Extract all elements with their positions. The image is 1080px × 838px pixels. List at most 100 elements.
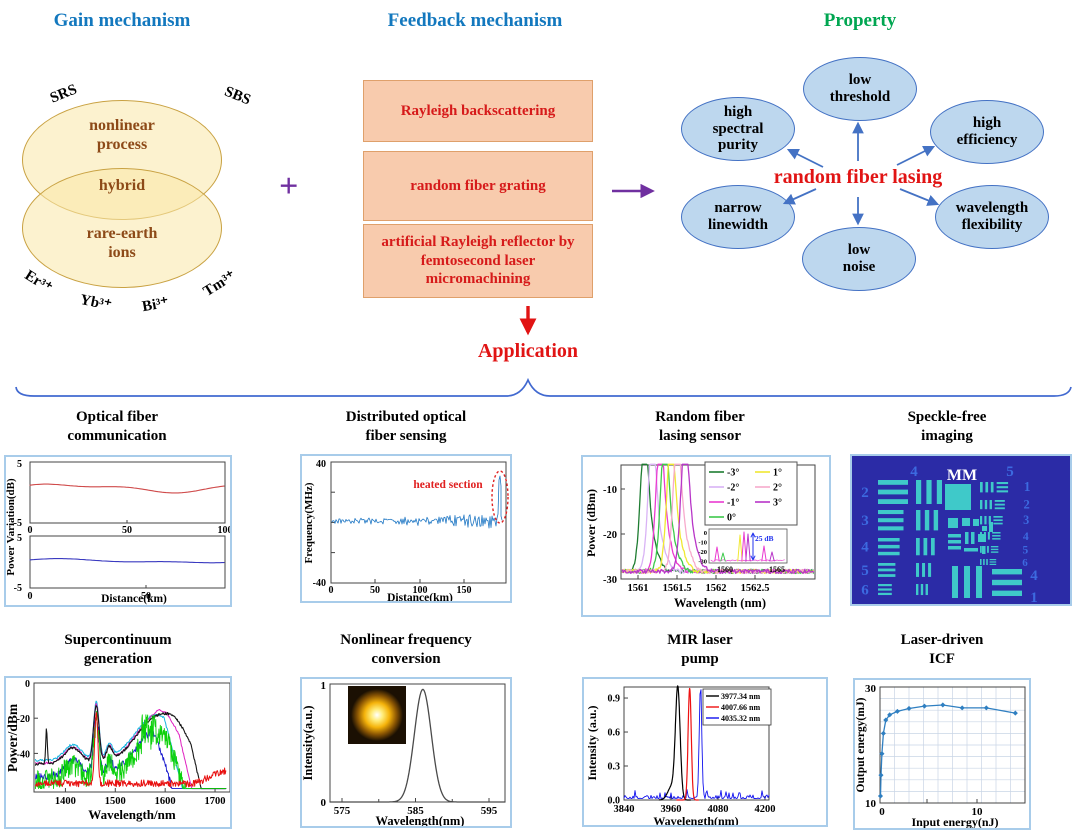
inset-y-tick: -20 [698, 549, 707, 556]
bar [923, 538, 928, 556]
x-tick: 0 [28, 525, 33, 536]
black-trace [34, 705, 227, 790]
bar [992, 538, 1001, 540]
data-marker [959, 705, 965, 711]
inset-peak [741, 531, 747, 562]
bar [989, 522, 993, 532]
y-axis-title: Power/dBm [6, 703, 20, 772]
y-axis-title: Power Variation(dB) [6, 478, 17, 576]
bar [948, 518, 958, 528]
inset-peak [745, 533, 751, 562]
bar [878, 480, 908, 485]
legend-label: 1° [773, 468, 782, 479]
bar [971, 532, 975, 544]
black-series [658, 685, 692, 801]
random-fiber-lasing-sensor-chart: -10 -20 -30 1561 1561.5 1562 1562.5 Wavelength … [584, 461, 816, 610]
y-tick: -5 [14, 583, 22, 594]
bar [878, 551, 900, 556]
bar [936, 480, 942, 504]
panel-distributed-optical-fiber-sensing: 40 -40 0 50 100 150 heated section Distance(km)… [300, 454, 512, 603]
legend-label: 3° [773, 498, 782, 509]
chart-number: 4 [861, 540, 869, 556]
panel-speckle-free-imaging: 4 5 MM 2 3 4 5 6 1 2 3 4 5 6 4 1 [850, 454, 1072, 606]
bar [978, 534, 986, 542]
bar [964, 566, 970, 598]
bar [878, 584, 892, 587]
x-tick: 585 [407, 805, 424, 817]
x-tick: 1561 [628, 583, 649, 594]
inset-y-tick: -30 [698, 559, 707, 566]
supercontinuum-generation-chart: 0 -20 -40 1400 1500 1600 1700 Wavelength/nm Powe… [6, 679, 230, 822]
legend-label: 0° [727, 513, 736, 524]
x-tick: 0 [28, 591, 33, 602]
legend-label: -3° [727, 468, 739, 479]
bar [952, 566, 958, 598]
legend-label: -2° [727, 483, 739, 494]
application-brace [15, 377, 1072, 397]
legend-label: 3977.34 nm [721, 692, 760, 701]
plot-frame [329, 683, 506, 803]
panel-title-nonlinear-frequency-conversion: Nonlinear frequency conversion [340, 632, 472, 668]
frequency-trace [331, 475, 503, 529]
bar [878, 510, 904, 515]
data-marker [940, 702, 946, 708]
x-tick: 50 [370, 585, 380, 596]
bar [993, 522, 1003, 525]
chart-number: 4 [1030, 568, 1038, 584]
bar [982, 546, 986, 554]
gain-mechanism-heading: Gain mechanism [53, 10, 191, 31]
y-tick: -20 [603, 530, 617, 541]
property-wavelength-flexibility: wavelength flexibility [935, 185, 1049, 249]
bar [922, 563, 926, 577]
solid-square [945, 484, 971, 510]
legend-label: 4007.66 nm [721, 703, 760, 712]
beam-spot [351, 689, 403, 741]
bar [987, 532, 990, 540]
bar [980, 482, 983, 493]
chart-number: 1 [1030, 590, 1038, 604]
bar [986, 559, 988, 565]
x-tick: 1700 [205, 796, 226, 807]
bar [980, 559, 982, 565]
data-marker [1012, 710, 1018, 716]
data-marker [921, 703, 928, 709]
bar [980, 516, 983, 525]
bar [965, 532, 969, 544]
green-trace [35, 710, 227, 790]
blue-series [623, 689, 770, 800]
x-tick: 10 [972, 806, 984, 818]
x-tick: 575 [334, 805, 351, 817]
bar [994, 503, 1005, 506]
arrow-high-spectral-purity [786, 148, 824, 168]
inset-x-tick: 1565 [769, 565, 785, 574]
property-narrow-linewidth: narrow linewidth [681, 185, 795, 249]
bar [933, 510, 939, 531]
y-tick: -40 [313, 578, 326, 589]
bar [916, 584, 919, 596]
bar [980, 500, 983, 510]
chart-number: 1 [1024, 479, 1031, 494]
y-tick: 0.9 [608, 694, 621, 705]
chart-number: 4 [1023, 529, 1029, 543]
bar [993, 516, 1003, 518]
inset-arrow-head [750, 555, 756, 561]
yb-ion-label: Yb³⁺ [78, 291, 113, 315]
red-trace [29, 483, 225, 494]
bar [984, 500, 988, 510]
bar [990, 548, 999, 551]
arrow-narrow-linewidth [782, 188, 817, 205]
chart-number: 5 [1006, 464, 1014, 480]
chart-number: 3 [861, 513, 869, 529]
x-tick: 150 [457, 585, 472, 596]
legend-label: 4035.32 nm [721, 714, 760, 723]
chart-number: 6 [1022, 557, 1028, 569]
sbs-label: SBS [222, 83, 253, 109]
x-axis-title: Wavelength/nm [88, 807, 176, 822]
x-axis-title: Distance(km) [101, 593, 167, 605]
chart-number: 5 [861, 563, 869, 579]
y-tick: -30 [603, 575, 617, 586]
y-tick: 0 [321, 797, 327, 809]
y-tick: 5 [17, 533, 22, 544]
